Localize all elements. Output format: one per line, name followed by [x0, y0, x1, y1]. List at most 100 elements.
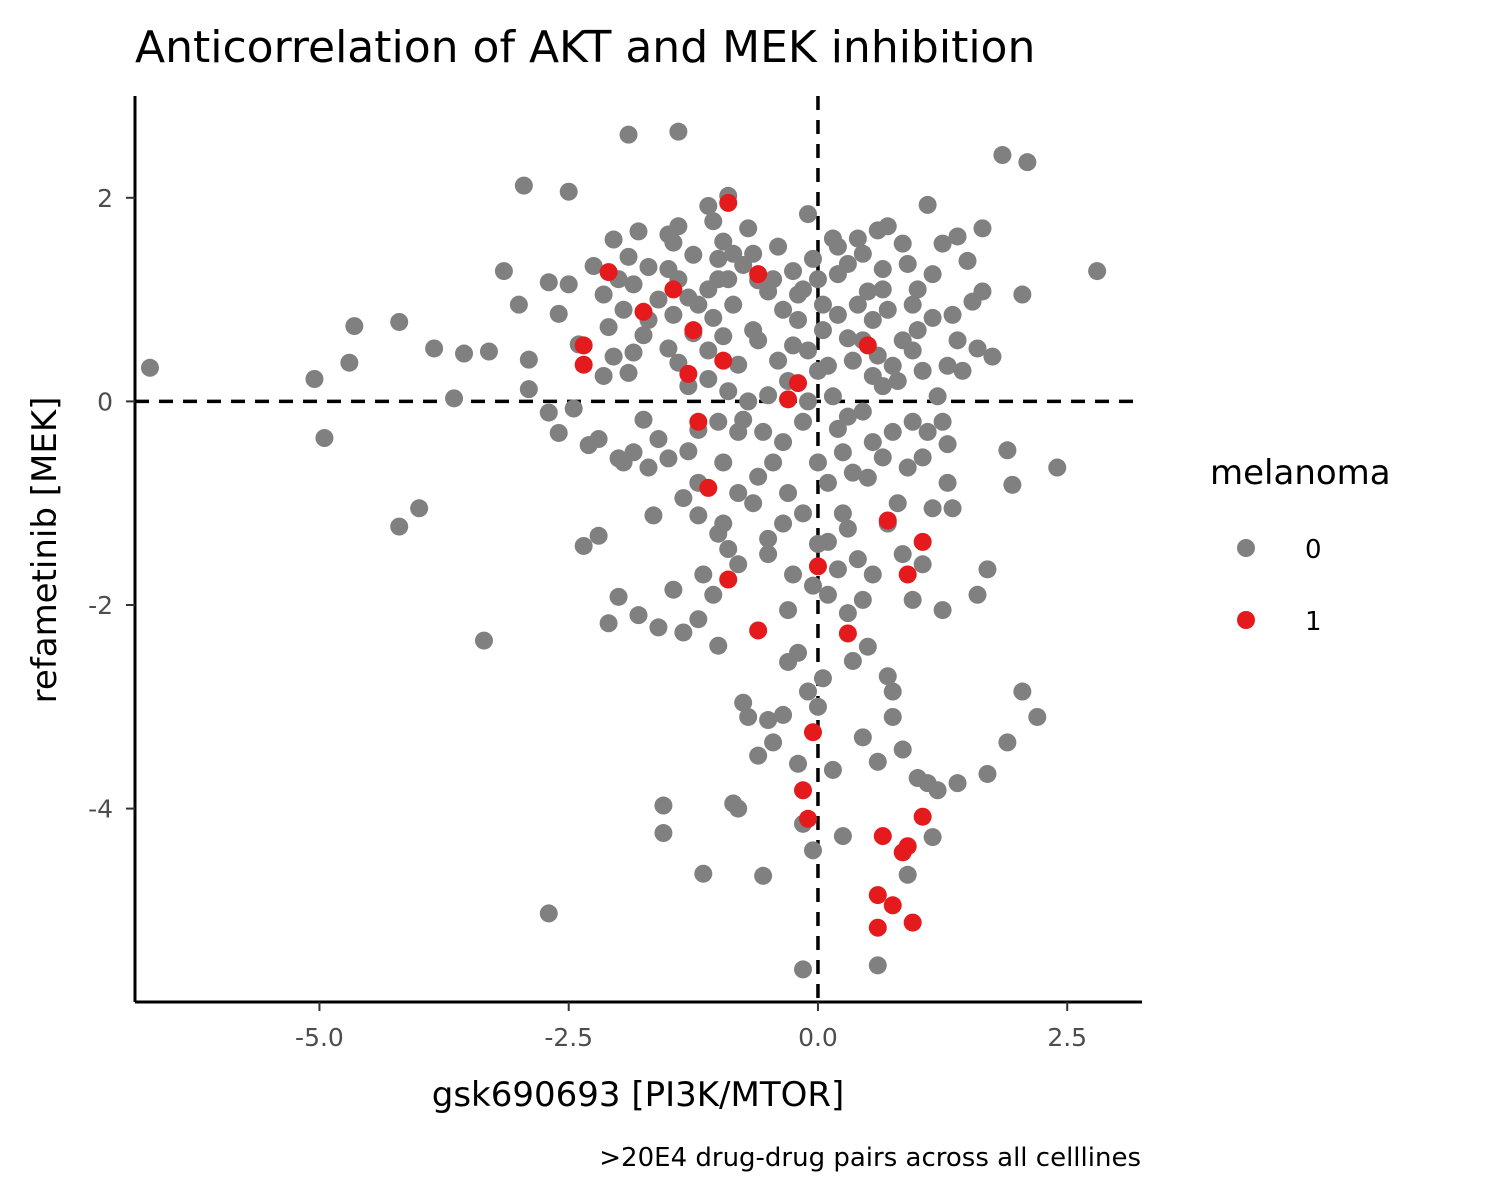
data-point — [559, 182, 578, 201]
data-point — [729, 555, 748, 574]
data-point — [918, 195, 937, 214]
data-point — [390, 312, 409, 331]
data-point — [724, 295, 743, 314]
data-point — [883, 422, 902, 441]
legend: melanoma 0 1 — [1210, 453, 1391, 637]
data-point — [614, 300, 633, 319]
data-point — [659, 449, 678, 468]
data-point — [838, 407, 857, 426]
data-point — [699, 341, 718, 360]
data-point — [803, 841, 822, 860]
data-point — [769, 237, 788, 256]
data-point — [559, 275, 578, 294]
data-point — [425, 339, 444, 358]
data-point — [1013, 285, 1032, 304]
data-point — [843, 351, 862, 370]
data-point — [908, 321, 927, 340]
data-point — [813, 321, 832, 340]
data-point — [714, 351, 733, 370]
x-tick-label: 2.5 — [1047, 1023, 1087, 1052]
x-axis-title: gsk690693 [PI3K/MTOR] — [432, 1075, 845, 1115]
data-point — [838, 604, 857, 623]
data-point — [604, 230, 623, 249]
data-point — [624, 343, 643, 362]
data-point — [634, 410, 653, 429]
data-point — [883, 896, 902, 915]
data-point — [928, 781, 947, 800]
data-point — [714, 514, 733, 533]
data-point — [664, 305, 683, 324]
data-point — [848, 229, 867, 248]
data-point — [794, 504, 813, 523]
series-melanoma-0 — [140, 122, 1107, 979]
data-point — [574, 355, 593, 374]
data-point — [838, 624, 857, 643]
data-point — [549, 304, 568, 323]
data-point — [684, 245, 703, 264]
legend-key-0 — [1237, 539, 1255, 557]
data-point — [828, 305, 847, 324]
data-point — [719, 570, 738, 589]
data-point — [649, 618, 668, 637]
data-point — [679, 442, 698, 461]
data-point — [818, 356, 837, 375]
y-ticks: 2 0 -2 -4 — [88, 184, 135, 824]
data-point — [634, 302, 653, 321]
data-point — [789, 754, 808, 773]
data-point — [734, 693, 753, 712]
data-point — [539, 904, 558, 923]
data-point — [689, 412, 708, 431]
data-point — [639, 458, 658, 477]
data-point — [808, 534, 827, 553]
data-point — [794, 412, 813, 431]
data-point — [779, 601, 798, 620]
data-point — [714, 453, 733, 472]
data-point — [694, 864, 713, 883]
data-point — [794, 781, 813, 800]
data-point — [729, 484, 748, 503]
legend-entry-0: 0 — [1237, 535, 1322, 565]
data-point — [923, 499, 942, 518]
data-point — [759, 529, 778, 548]
data-point — [390, 517, 409, 536]
data-point — [913, 807, 932, 826]
axes: -5.0 -2.5 0.0 2.5 2 0 -2 -4 — [88, 96, 1142, 1052]
data-point — [903, 295, 922, 314]
data-point — [315, 429, 334, 448]
data-point — [858, 637, 877, 656]
data-point — [764, 270, 783, 289]
data-point — [664, 280, 683, 299]
data-point — [828, 265, 847, 284]
data-point — [848, 295, 867, 314]
data-point — [868, 886, 887, 905]
y-tick-label: -2 — [88, 591, 113, 620]
data-point — [714, 232, 733, 251]
data-point — [853, 728, 872, 747]
data-point — [699, 196, 718, 215]
data-point — [599, 614, 618, 633]
data-point — [1018, 153, 1037, 172]
data-point — [948, 331, 967, 350]
data-point — [729, 422, 748, 441]
data-point — [798, 341, 817, 360]
data-point — [664, 580, 683, 599]
data-point — [789, 285, 808, 304]
data-point — [709, 249, 728, 268]
x-tick-label: 0.0 — [798, 1023, 838, 1052]
data-point — [868, 956, 887, 975]
data-point — [789, 374, 808, 393]
data-point — [514, 176, 533, 195]
data-point — [913, 555, 932, 574]
data-point — [873, 280, 892, 299]
data-point — [873, 448, 892, 467]
data-point — [1048, 458, 1067, 477]
data-point — [893, 545, 912, 564]
data-point — [779, 390, 798, 409]
data-point — [729, 799, 748, 818]
data-point — [833, 827, 852, 846]
data-point — [948, 774, 967, 793]
data-point — [679, 364, 698, 383]
data-point — [739, 219, 758, 238]
data-point — [609, 587, 628, 606]
legend-label-0: 0 — [1305, 535, 1322, 565]
